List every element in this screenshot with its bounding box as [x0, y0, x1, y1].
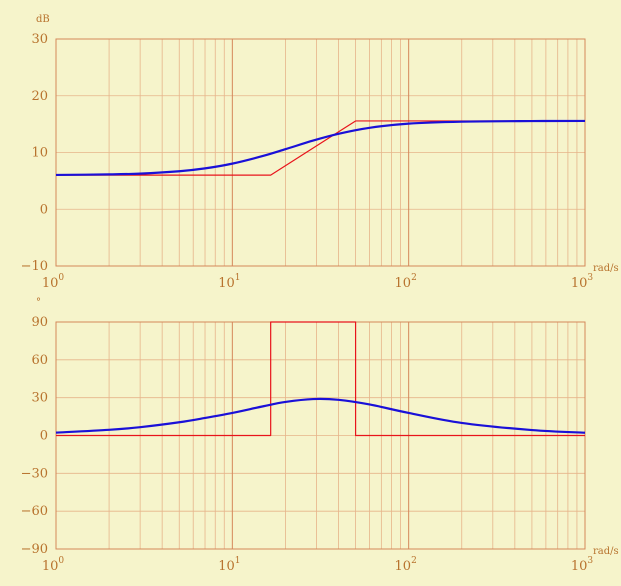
y-axis-label: dB — [36, 14, 50, 25]
magnitude-exact-line — [55, 119, 586, 177]
y-tick-label: 30 — [31, 391, 48, 406]
x-tick-label: 103 — [571, 556, 594, 574]
phase-exact-line — [55, 397, 586, 434]
y-tick-label: 10 — [31, 146, 48, 161]
y-tick-label: −90 — [21, 542, 48, 557]
y-tick-label: 90 — [31, 315, 48, 330]
y-tick-label: −30 — [21, 466, 48, 481]
y-axis-label: ° — [36, 297, 41, 308]
x-tick-label: 100 — [42, 273, 65, 291]
y-tick-label: 20 — [31, 89, 48, 104]
y-tick-label: 60 — [31, 353, 48, 368]
y-tick-label: −60 — [21, 504, 48, 519]
magnitude-asymptotic-line — [56, 120, 585, 176]
y-tick-label: −10 — [21, 259, 48, 274]
x-axis-label: rad/s — [593, 546, 619, 557]
x-tick-label: 103 — [571, 273, 594, 291]
x-axis-label: rad/s — [593, 263, 619, 274]
x-tick-label: 102 — [395, 556, 417, 574]
phase-asymptotic-line — [56, 321, 585, 437]
y-tick-label: 0 — [40, 429, 48, 444]
x-tick-label: 100 — [42, 556, 65, 574]
y-tick-label: 0 — [40, 202, 48, 217]
x-tick-label: 101 — [218, 273, 240, 291]
plot-frame — [55, 38, 586, 267]
x-tick-label: 102 — [395, 273, 417, 291]
y-tick-label: 30 — [31, 32, 48, 47]
x-tick-label: 101 — [218, 556, 240, 574]
